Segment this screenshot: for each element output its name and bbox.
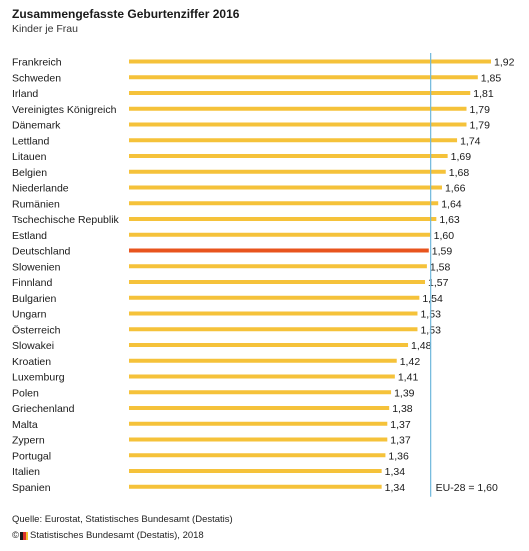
value-label: 1,79 [469,104,490,116]
value-label: 1,74 [460,135,481,147]
bar [129,484,382,489]
bar [129,358,397,363]
bar [129,390,392,395]
value-label: 1,60 [434,230,455,242]
chart-subtitle: Kinder je Frau [12,23,78,35]
bar [129,374,395,379]
bar [129,217,437,221]
bar [129,311,418,316]
value-label: 1,42 [400,356,421,368]
bar-chart: Frankreich 1,92 Schweden 1,85 Irland 1,81 Vere… [12,53,515,497]
category-label: Deutschland [12,246,71,258]
category-label: Italien [12,466,40,478]
value-label: 1,41 [398,372,419,384]
value-label: 1,58 [430,261,451,273]
category-label: Rumänien [12,198,60,210]
value-label: 1,63 [439,214,460,226]
category-label: Estland [12,230,47,242]
category-label: Zypern [12,435,45,447]
value-label: 1,81 [473,88,494,100]
category-label: Frankreich [12,57,62,69]
bar [129,248,429,253]
category-label: Bulgarien [12,293,57,305]
bar [129,421,388,426]
category-label: Slowenien [12,261,61,273]
bar [129,469,382,473]
value-label: 1,38 [392,403,413,415]
bar [129,295,420,300]
value-label: 1,79 [469,120,490,132]
bar [129,106,467,111]
bar [129,75,478,80]
bar [129,169,446,174]
value-label: 1,54 [422,293,443,305]
copyright-symbol: © [12,530,19,541]
source-note: Quelle: Eurostat, Statistisches Bundesam… [12,514,233,525]
category-label: Litauen [12,151,47,163]
chart-title: Zusammengefasste Geburtenziffer 2016 [12,7,240,21]
destatis-logo-icon [20,531,28,540]
category-label: Polen [12,387,39,399]
bar [129,138,458,143]
copyright-note: © Statistisches Bundesamt (Destatis), 20… [12,530,204,541]
category-label: Dänemark [12,120,61,132]
category-label: Belgien [12,167,47,179]
category-label: Irland [12,88,38,100]
value-label: 1,85 [481,72,502,84]
category-label: Malta [12,419,38,431]
value-label: 1,34 [385,466,406,478]
category-label: Vereinigtes Königreich [12,104,117,116]
category-label: Tschechische Republik [12,214,120,226]
value-label: 1,57 [428,277,449,289]
bar [129,91,471,95]
value-label: 1,69 [451,151,472,163]
bar [129,280,426,284]
value-label: 1,36 [388,450,409,462]
bar [129,406,390,410]
category-label: Portugal [12,450,51,462]
value-label: 1,92 [494,57,515,69]
bar [129,185,442,190]
category-label: Österreich [12,324,61,336]
category-label: Kroatien [12,356,51,368]
bar [129,122,467,127]
bar [129,437,388,442]
category-label: Finnland [12,277,52,289]
value-label: 1,37 [390,435,411,447]
category-label: Luxemburg [12,372,65,384]
bar [129,453,386,458]
category-label: Ungarn [12,309,47,321]
category-label: Lettland [12,135,50,147]
bar [129,232,431,237]
value-label: 1,64 [441,198,462,210]
value-label: 1,66 [445,183,466,195]
category-label: Spanien [12,482,51,494]
category-label: Schweden [12,72,61,84]
eu-reference-label: EU-28 = 1,60 [436,482,498,494]
bar [129,59,491,64]
value-label: 1,39 [394,387,415,399]
value-label: 1,59 [432,246,453,258]
bar [129,343,409,347]
value-label: 1,37 [390,419,411,431]
bar [129,327,418,332]
value-label: 1,68 [449,167,470,179]
category-label: Griechenland [12,403,75,415]
category-label: Slowakei [12,340,54,352]
category-label: Niederlande [12,183,69,195]
copyright-text: Statistisches Bundesamt (Destatis), 2018 [30,530,204,541]
value-label: 1,48 [411,340,432,352]
bar [129,264,427,269]
bar [129,154,448,158]
value-label: 1,34 [385,482,406,494]
bar [129,201,439,206]
